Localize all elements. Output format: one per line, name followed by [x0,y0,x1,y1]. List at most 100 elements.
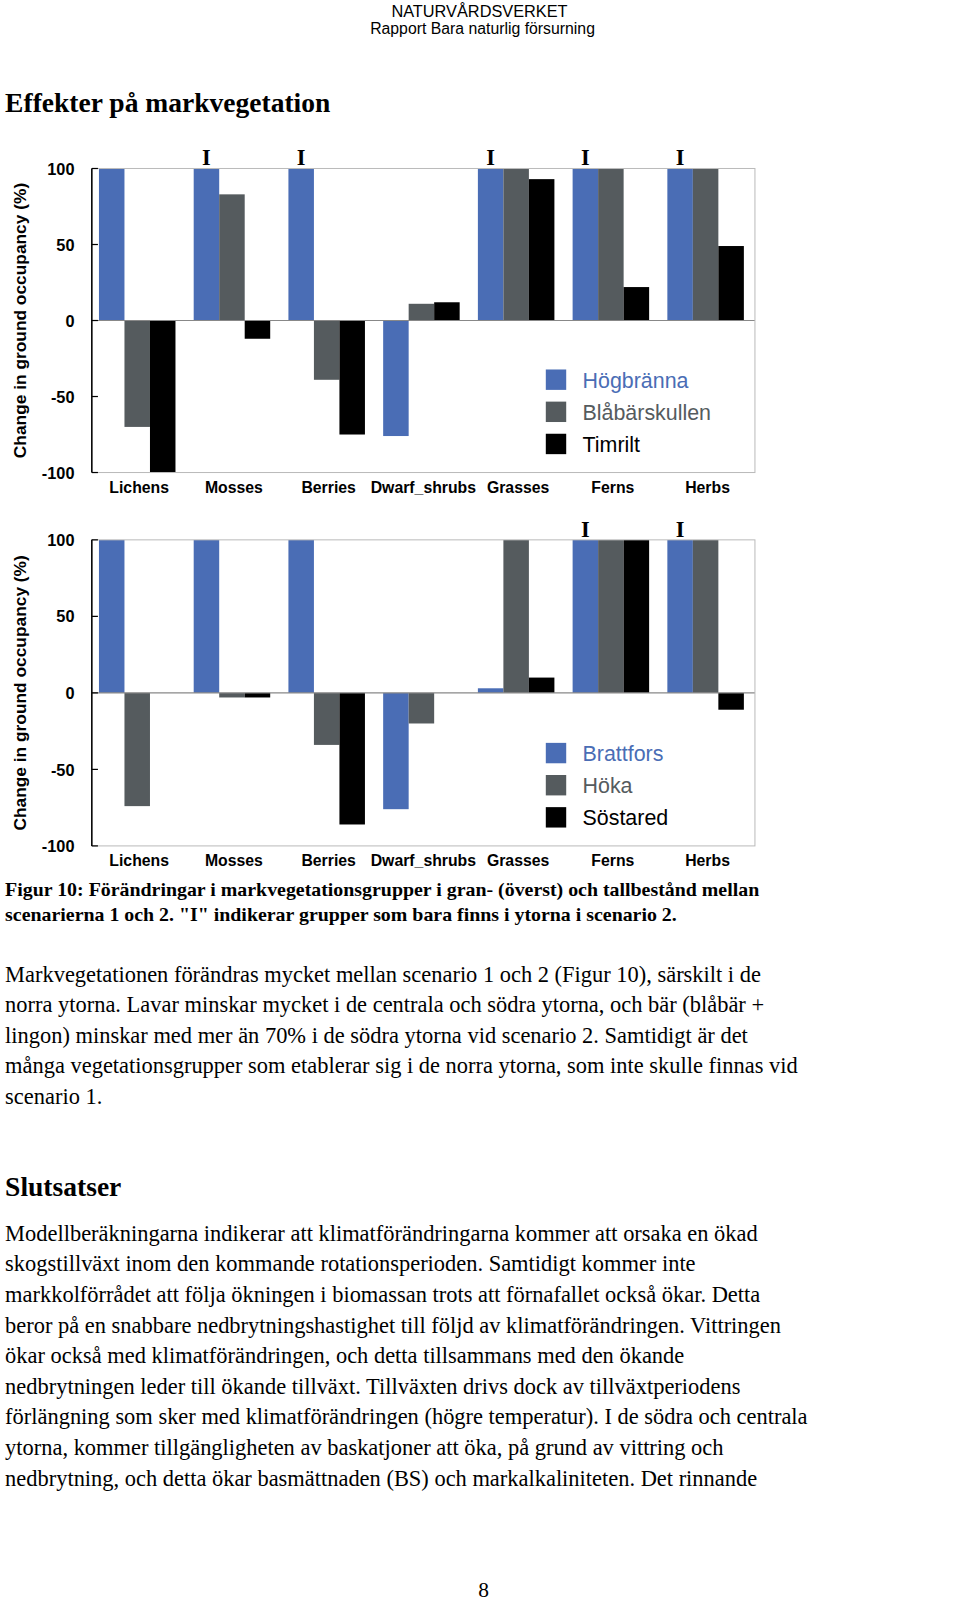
body-text: lingon) minskar med mer än 70% i de södr… [5,1023,749,1048]
category-label: Grasses [487,852,550,869]
bar [194,169,220,321]
bar-chart: -100 -50 0 50 100 Change in ground occupancy … [10,517,755,870]
y-tick-label: -50 [51,388,75,406]
bar [409,304,435,321]
body-text: scenario 1. [5,1084,102,1109]
bar [245,693,271,698]
bar [693,169,719,321]
legend-label: Söstared [583,807,669,831]
subsection-title: Slutsatser [5,1171,121,1202]
y-tick [92,845,98,846]
bar [314,321,340,380]
y-tick-label: -50 [51,761,75,779]
bar [529,179,555,320]
header-organization: NATURVÅRDSVERKET [391,3,567,21]
y-tick [92,320,98,321]
legend-label: Timrilt [583,433,641,457]
bar [718,693,744,710]
body-text: markkolförrådet att följa ökningen i bio… [5,1282,760,1307]
figure-caption: scenarierna 1 och 2. "I" indikerar grupp… [5,903,677,925]
category-label: Ferns [591,852,634,869]
y-tick-label: 100 [47,160,74,178]
y-tick [92,616,98,617]
bar [624,287,650,320]
body-text: nedbrytning, och detta ökar basmättnaden… [5,1466,757,1491]
figure-caption: Figur 10: Förändringar i markvegetations… [5,878,759,901]
bar [503,169,529,321]
legend-label: Blåbärskullen [583,401,712,425]
annotation: I [581,145,590,170]
bar [339,321,365,435]
category-label: Ferns [591,479,634,496]
bar [219,194,245,320]
bar [573,540,599,693]
category-label: Lichens [109,479,169,496]
bars [99,540,744,825]
bar [409,693,435,724]
bar [529,678,555,693]
y-tick-label: 0 [65,684,74,702]
body-text: norra ytorna. Lavar minskar mycket i de … [5,992,764,1017]
bar [314,693,340,745]
bar [124,693,150,806]
bar [718,246,744,320]
plot-frame [92,540,755,846]
y-tick [92,472,98,473]
category-label: Dwarf_shrubs [371,479,477,496]
zero-line [92,692,755,693]
annotation: I [486,145,495,170]
y-tick-label: 100 [47,531,74,549]
y-axis-label: Change in ground occupancy (%) [10,555,30,830]
y-tick-label: 50 [56,607,74,625]
y-tick [92,168,98,169]
category-label: Mosses [205,479,263,496]
header-report: Rapport Bara naturlig försurning [370,20,595,37]
legend-swatch [546,807,566,827]
y-tick-label: -100 [42,837,75,855]
legend-swatch [546,434,566,454]
legend: Högbränna Blåbärskullen Timrilt [546,369,711,457]
bar [219,693,245,698]
legend-label: Höka [583,774,633,798]
y-tick-label: 0 [65,312,74,330]
body-text: Modellberäkningarna indikerar att klimat… [5,1221,758,1246]
category-label: Herbs [685,479,730,496]
legend-swatch [546,369,566,389]
bar [598,540,624,693]
bar [99,169,125,321]
bar [245,321,271,339]
bar [288,540,314,693]
y-tick-label: -100 [42,464,75,482]
category-label: Herbs [685,852,730,869]
bar [99,540,125,693]
annotation: I [581,517,590,542]
bar [693,540,719,693]
legend-swatch [546,775,566,795]
section-title: Effekter på markvegetation [5,87,330,118]
legend-label: Högbränna [583,369,689,393]
zero-line [92,320,755,321]
y-tick [92,396,98,397]
annotation: I [297,145,306,170]
y-tick [92,692,98,693]
legend: Brattfors Höka Söstared [546,742,668,830]
bar [478,688,504,693]
bar [667,540,693,693]
bar [383,693,409,809]
plot-frame [92,169,755,473]
bar [434,302,460,320]
body-text: Markvegetationen förändras mycket mellan… [5,962,761,987]
bar [339,693,365,825]
category-label: Dwarf_shrubs [371,852,477,869]
annotation: I [676,517,685,542]
bar [573,169,599,321]
body-text: ökar också med klimatförändringen, och d… [5,1343,684,1368]
legend-label: Brattfors [583,742,664,766]
bar [383,321,409,437]
page: NATURVÅRDSVERKETRapport Bara naturlig fö… [0,0,960,1600]
category-label: Lichens [109,852,169,869]
page-number: 8 [478,1578,489,1600]
body-text: beror på en snabbare nedbrytningshastigh… [5,1313,781,1338]
body-text: nedbrytningen leder till ökande tillväxt… [5,1374,740,1399]
y-tick [92,244,98,245]
